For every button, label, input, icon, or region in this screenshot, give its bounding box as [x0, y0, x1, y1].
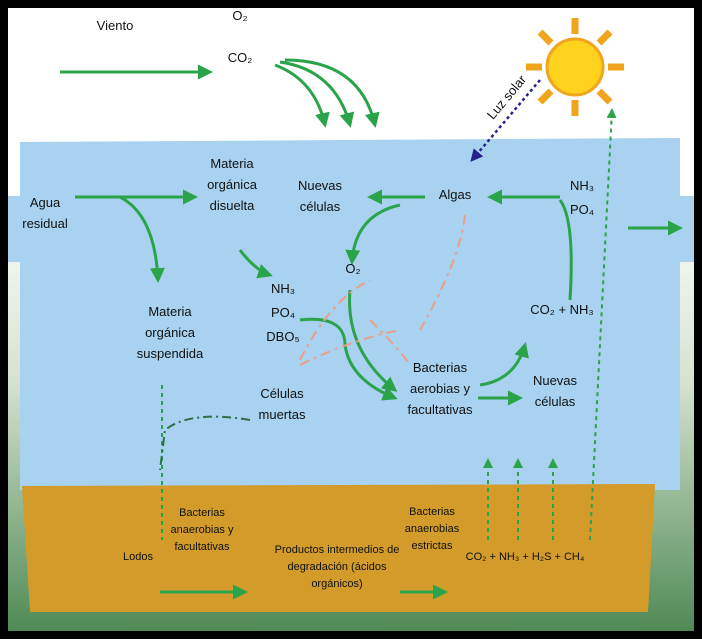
text-line: anaerobias y — [171, 524, 234, 536]
text-line: PO₄ — [570, 202, 594, 217]
label-gases: CO₂ + NH₃ + H₂S + CH₄ — [466, 551, 585, 563]
text-line: orgánicos) — [311, 578, 362, 590]
text-line: células — [535, 394, 576, 409]
label-co2-nh3: CO₂ + NH₃ — [530, 302, 593, 317]
text-line: Materia — [210, 156, 254, 171]
text-line: Nuevas — [298, 178, 343, 193]
text-line: células — [300, 199, 341, 214]
sun — [526, 18, 624, 116]
text-line: Bacterias — [413, 360, 468, 375]
text-line: facultativas — [174, 541, 230, 553]
text-line: facultativas — [407, 402, 473, 417]
text-line: Nuevas — [533, 373, 578, 388]
text-line: orgánica — [207, 177, 258, 192]
text-line: NH₃ — [570, 178, 594, 193]
text-line: degradación (ácidos — [287, 561, 387, 573]
label-sludge: Lodos — [123, 551, 153, 563]
text-line: residual — [22, 216, 68, 231]
label-o2: O₂ — [232, 8, 247, 23]
label-wind: Viento — [97, 18, 134, 33]
text-line: NH₃ — [271, 281, 295, 296]
text-line: anaerobias — [405, 523, 460, 535]
label-oxygen: O₂ — [345, 261, 360, 276]
label-strict: Bacterias anaerobias estrictas — [405, 506, 460, 552]
text-line: Materia — [148, 304, 192, 319]
label-nutrients: NH₃ PO₄ DBO₅ — [266, 281, 299, 344]
text-line: Células — [260, 386, 304, 401]
text-line: aerobias y — [410, 381, 470, 396]
text-line: estrictas — [412, 540, 453, 552]
text-line: PO₄ — [271, 305, 295, 320]
text-line: Bacterias — [179, 507, 225, 519]
label-anaerobic: Bacterias anaerobias y facultativas — [171, 507, 234, 553]
text-line: Agua — [30, 195, 61, 210]
text-line: muertas — [259, 407, 306, 422]
text-line: suspendida — [137, 346, 204, 361]
diagram: Viento O₂ CO₂ Luz solar Aguaresidual Mat… — [0, 0, 702, 639]
text-line: DBO₅ — [266, 329, 299, 344]
label-algae: Algas — [439, 187, 472, 202]
label-dissolved: Materia orgánica disuelta — [207, 156, 258, 213]
text-line: orgánica — [145, 325, 196, 340]
text-line: disuelta — [210, 198, 256, 213]
label-bacteria: Bacterias aerobias y facultativas — [407, 360, 473, 417]
label-co2: CO₂ — [228, 50, 253, 65]
text-line: Bacterias — [409, 506, 455, 518]
text-line: Productos intermedios de — [275, 544, 400, 556]
